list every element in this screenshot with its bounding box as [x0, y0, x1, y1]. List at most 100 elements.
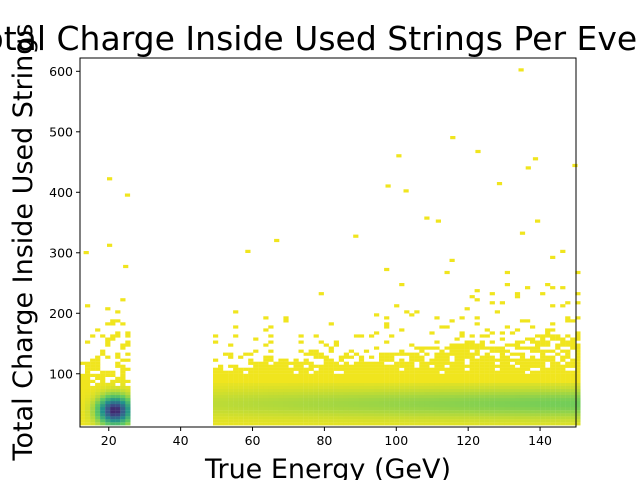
- heatmap-cell: [90, 404, 96, 408]
- heatmap-cell: [90, 410, 96, 414]
- heatmap-cell: [298, 379, 304, 383]
- heatmap-cell: [429, 331, 435, 335]
- heatmap-cell: [258, 407, 264, 411]
- heatmap-cell: [424, 413, 430, 417]
- heatmap-cell: [494, 358, 500, 362]
- heatmap-cell: [545, 358, 551, 362]
- heatmap-cell: [308, 361, 314, 365]
- x-tick-label: 80: [316, 433, 332, 448]
- heatmap-cell: [100, 419, 106, 423]
- heatmap-cell: [379, 398, 385, 402]
- heatmap-cell: [575, 316, 581, 320]
- heatmap-cell: [499, 373, 505, 377]
- heatmap-cell: [80, 376, 86, 380]
- x-tick-label: 120: [456, 433, 480, 448]
- heatmap-cell: [464, 379, 470, 383]
- heatmap-cell: [303, 407, 309, 411]
- heatmap-cell: [540, 343, 546, 347]
- heatmap-cell: [469, 382, 475, 386]
- x-tick-label: 40: [173, 433, 189, 448]
- heatmap-cell: [494, 310, 500, 314]
- heatmap-cell: [414, 367, 420, 371]
- heatmap-cell: [439, 373, 445, 377]
- heatmap-cell: [379, 379, 385, 383]
- heatmap-cell: [248, 394, 254, 399]
- heatmap-cell: [404, 310, 410, 314]
- heatmap-cell: [218, 364, 224, 368]
- heatmap-cell: [434, 379, 440, 383]
- heatmap-cell: [560, 364, 566, 368]
- heatmap-cell: [120, 416, 126, 420]
- heatmap-cell: [273, 373, 279, 377]
- heatmap-cell: [449, 385, 455, 390]
- heatmap-cell: [120, 413, 126, 417]
- heatmap-cell: [439, 407, 445, 411]
- heatmap-cell: [525, 337, 531, 341]
- heatmap-cell: [414, 388, 420, 393]
- heatmap-cell: [263, 376, 269, 380]
- heatmap-cell: [444, 361, 450, 365]
- heatmap-cell: [238, 388, 244, 393]
- heatmap-cell: [110, 334, 116, 338]
- heatmap-cell: [115, 410, 121, 414]
- heatmap-cell: [328, 413, 334, 417]
- heatmap-cell: [469, 334, 475, 338]
- heatmap-cell: [115, 310, 121, 314]
- heatmap-cell: [363, 422, 370, 426]
- heatmap-cell: [328, 410, 334, 414]
- heatmap-cell: [429, 388, 435, 393]
- heatmap-cell: [95, 373, 101, 377]
- heatmap-cell: [409, 419, 415, 423]
- heatmap-cell: [233, 398, 239, 402]
- heatmap-cell: [233, 401, 239, 405]
- heatmap-cell: [318, 367, 324, 371]
- heatmap-cell: [459, 316, 465, 320]
- heatmap-cell: [484, 391, 490, 396]
- heatmap-cell: [369, 391, 375, 396]
- heatmap-cell: [429, 376, 435, 380]
- heatmap-cell: [348, 410, 354, 414]
- heatmap-cell: [258, 379, 264, 383]
- heatmap-cell: [575, 337, 581, 341]
- heatmap-cell: [429, 382, 435, 386]
- heatmap-cell: [434, 373, 440, 377]
- heatmap-cell: [258, 410, 264, 414]
- heatmap-cell: [530, 346, 536, 350]
- heatmap-cell: [100, 379, 106, 383]
- heatmap-cell: [353, 373, 360, 377]
- heatmap-cell: [278, 364, 284, 368]
- heatmap-cell: [464, 407, 470, 411]
- heatmap-cell: [489, 419, 495, 423]
- heatmap-cell: [519, 352, 526, 356]
- heatmap-cell: [404, 367, 410, 371]
- heatmap-cell: [454, 379, 460, 383]
- heatmap-cell: [555, 398, 561, 402]
- heatmap-cell: [228, 410, 234, 414]
- heatmap-cell: [85, 382, 91, 386]
- heatmap-cell: [268, 364, 274, 368]
- heatmap-cell: [434, 391, 440, 396]
- heatmap-cell: [404, 419, 410, 423]
- heatmap-cell: [570, 358, 576, 362]
- heatmap-cell: [540, 355, 546, 359]
- heatmap-cell: [409, 382, 415, 386]
- heatmap-cell: [293, 385, 299, 390]
- heatmap-cell: [530, 388, 536, 393]
- heatmap-cell: [394, 407, 400, 411]
- heatmap-cell: [494, 407, 500, 411]
- heatmap-cell: [464, 346, 470, 350]
- heatmap-cell: [499, 394, 505, 399]
- heatmap-cell: [90, 422, 96, 426]
- heatmap-cell: [434, 370, 440, 374]
- heatmap-cell: [278, 382, 284, 386]
- heatmap-cell: [110, 413, 116, 417]
- heatmap-cell: [519, 410, 526, 414]
- heatmap-cell: [570, 419, 576, 423]
- heatmap-cell: [333, 410, 339, 414]
- heatmap-cell: [555, 422, 561, 426]
- heatmap-cell: [213, 340, 219, 344]
- heatmap-cell: [313, 373, 319, 377]
- heatmap-cell: [475, 149, 481, 154]
- heatmap-cell: [434, 316, 440, 320]
- heatmap-cell: [303, 382, 309, 386]
